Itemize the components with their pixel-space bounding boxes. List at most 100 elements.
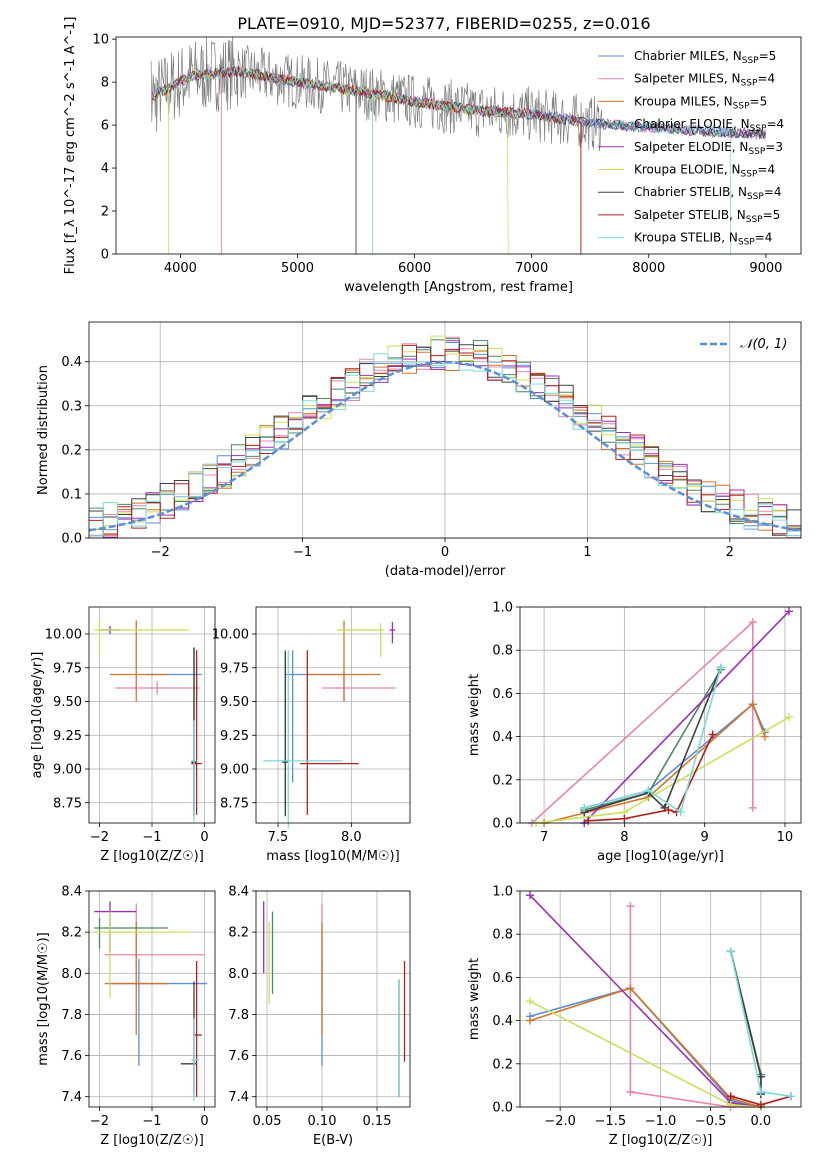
axes-frame — [255, 606, 411, 824]
x-tick-label: 0 — [200, 830, 208, 845]
legend-value: =4 — [766, 117, 784, 131]
axes-frame — [519, 606, 802, 824]
y-tick-label: 7.4 — [61, 1090, 82, 1105]
data-point-marker — [748, 618, 757, 627]
x-tick-label: −1.5 — [595, 1114, 627, 1129]
y-axis-label: mass weight — [467, 674, 482, 756]
model-spectrum-line — [152, 66, 732, 255]
mass-vs-z-plot: −2 −1 0 7.4 7.6 7.8 8.0 8.2 8.4 Z [log10(Z/Z☉)] ma… — [36, 885, 216, 1148]
legend-value: =4 — [757, 72, 775, 86]
x-tick-label: 2 — [726, 545, 734, 560]
y-tick-label: 6 — [101, 119, 109, 134]
data-point-marker — [626, 984, 635, 993]
y-tick-label: 9.00 — [220, 763, 249, 778]
y-tick-label: 8.2 — [228, 926, 249, 941]
legend-entry-label: Kroupa STELIB, NSSP=4 — [634, 231, 772, 248]
residuals-plot: −2 −1 0 1 2 0.0 0.1 0.2 0.3 0.4 (data-model)/error… — [36, 321, 802, 579]
x-tick-label: −2.0 — [544, 1114, 576, 1129]
x-tick-label: 4000 — [164, 261, 197, 276]
x-axis-label: Z [log10(Z/Z☉)] — [100, 849, 204, 864]
x-tick-label: 0.15 — [363, 1114, 392, 1129]
chart-title: PLATE=0910, MJD=52377, FIBERID=0255, z=0… — [237, 14, 650, 33]
x-tick-label: 0.10 — [308, 1114, 337, 1129]
data-point-marker — [526, 997, 535, 1006]
y-tick-label: 0.6 — [492, 687, 513, 702]
y-tick-label: 9.75 — [53, 661, 82, 676]
x-axis-label: Z [log10(Z/Z☉)] — [100, 1133, 204, 1148]
legend-subscript: SSP — [741, 79, 758, 89]
data-point-marker — [526, 1016, 535, 1025]
spectrum-plot: 4000 5000 6000 7000 8000 9000 0 2 4 6 8 10 wavelengt… — [63, 17, 802, 295]
x-tick-label: 7 — [540, 830, 548, 845]
y-tick-label: 0.0 — [492, 817, 513, 832]
axes-frame — [255, 890, 411, 1108]
y-tick-label: 0.4 — [492, 1014, 513, 1029]
y-tick-label: 8.2 — [61, 926, 82, 941]
y-tick-label: 0.3 — [61, 399, 82, 414]
mass-weight-line — [543, 702, 766, 824]
age-vs-mass-plot: 7.5 8.0 8.75 9.00 9.25 9.50 9.75 10.00 mass [log… — [212, 606, 411, 864]
x-tick-label: −2 — [90, 830, 109, 845]
legend-value: =5 — [763, 208, 781, 222]
legend-entry-label: Salpeter STELIB, NSSP=5 — [634, 208, 780, 225]
x-tick-label: 5000 — [281, 261, 314, 276]
normal-legend-label: 𝒩(0, 1) — [740, 337, 787, 352]
model-spectrum-line — [151, 66, 766, 139]
x-tick-label: 0 — [441, 545, 449, 560]
y-tick-label: 8 — [101, 76, 109, 91]
data-point-marker — [644, 786, 653, 795]
mass-weight-line — [583, 667, 722, 814]
x-tick-label: 0 — [200, 1114, 208, 1129]
data-point-marker — [620, 814, 629, 823]
y-tick-label: 0.8 — [492, 928, 513, 943]
y-tick-label: 0.2 — [492, 773, 513, 788]
y-axis-label: Flux [f_λ 10^-17 erg cm^-2 s^-1 A^-1] — [63, 17, 78, 275]
weight-vs-z-plot: −2.0 −1.5 −1.0 −0.5 0.0 0.0 0.2 0.4 0.6 0.8 1.0 Z [… — [467, 885, 802, 1148]
y-axis-label: mass [log10(M/M☉)] — [36, 932, 51, 1065]
data-point-marker — [726, 1092, 735, 1101]
histogram-step — [89, 350, 801, 535]
spectrum-legend: Chabrier MILES, NSSP=5 Salpeter MILES, NS… — [598, 49, 784, 248]
y-tick-label: 10.00 — [45, 628, 82, 643]
x-tick-label: −1 — [142, 830, 161, 845]
legend-entry-label: Salpeter ELODIE, NSSP=3 — [634, 140, 783, 157]
x-tick-label: 10 — [777, 830, 794, 845]
y-axis-label: mass weight — [467, 958, 482, 1040]
y-tick-label: 8.75 — [220, 796, 249, 811]
histogram-step — [89, 335, 801, 530]
x-tick-label: −2 — [151, 545, 170, 560]
legend-entry-label: Kroupa MILES, NSSP=5 — [634, 94, 767, 111]
mass-vs-ebv-plot: 0.05 0.10 0.15 7.4 7.6 7.8 8.0 8.2 8.4 E(B-V) — [228, 885, 411, 1148]
y-tick-label: 10 — [92, 33, 109, 48]
y-tick-label: 0.4 — [492, 730, 513, 745]
normal-curve — [88, 360, 802, 532]
y-tick-label: 0.6 — [492, 971, 513, 986]
x-axis-label: E(B-V) — [313, 1133, 353, 1148]
histogram-step — [89, 344, 801, 536]
legend-value: =4 — [755, 231, 773, 245]
y-axis-label: age [log10(age/yr)] — [30, 652, 45, 779]
legend-subscript: SSP — [733, 101, 750, 111]
data-point-marker — [584, 816, 593, 825]
y-tick-label: 9.75 — [220, 661, 249, 676]
mass-weight-line — [529, 894, 762, 1108]
x-tick-label: 8000 — [632, 261, 665, 276]
y-tick-label: 7.6 — [61, 1049, 82, 1064]
mass-weight-line — [583, 702, 766, 809]
x-tick-label: −1.0 — [645, 1114, 677, 1129]
y-tick-label: 9.25 — [53, 729, 82, 744]
legend-entry-label: Kroupa ELODIE, NSSP=4 — [634, 163, 775, 180]
y-tick-label: 1.0 — [492, 601, 513, 616]
y-tick-label: 8.4 — [61, 885, 82, 900]
x-axis-label: age [log10(age/yr)] — [597, 849, 724, 864]
y-tick-label: 8.0 — [228, 967, 249, 982]
x-tick-label: 0.0 — [751, 1114, 772, 1129]
data-point-marker — [626, 902, 635, 911]
legend-value: =3 — [765, 140, 783, 154]
y-tick-label: 8.4 — [228, 885, 249, 900]
legend-subscript: SSP — [741, 170, 758, 180]
y-tick-label: 0 — [101, 248, 109, 263]
data-point-marker — [676, 808, 685, 817]
y-tick-label: 4 — [101, 162, 109, 177]
